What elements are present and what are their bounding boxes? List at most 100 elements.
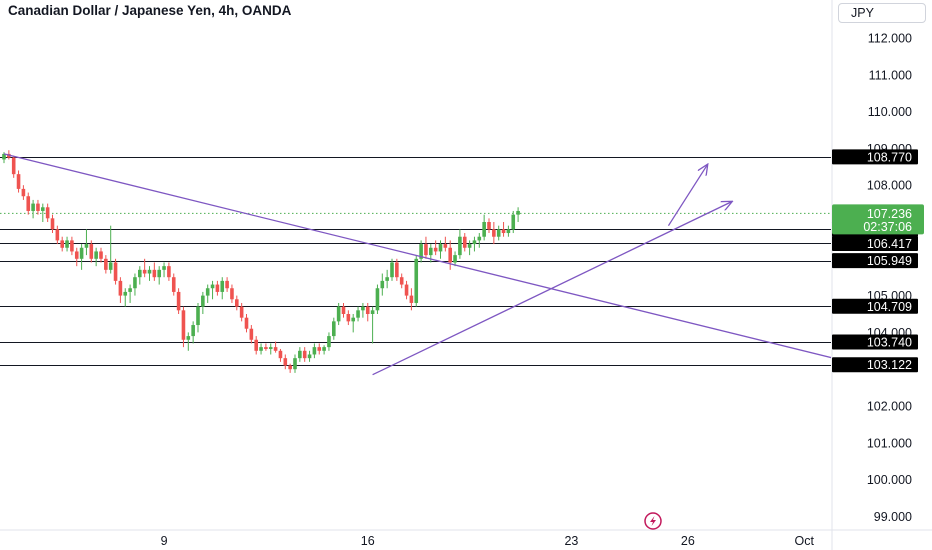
candle-body bbox=[55, 229, 60, 241]
candle-body bbox=[244, 317, 249, 329]
candle-body bbox=[395, 262, 399, 278]
y-tick-label: 101.000 bbox=[867, 436, 912, 450]
x-tick-label: Oct bbox=[795, 534, 815, 548]
candle-body bbox=[167, 266, 171, 278]
candle-body bbox=[157, 269, 161, 278]
candle-body bbox=[113, 262, 118, 281]
candle-body bbox=[429, 247, 433, 256]
candle-body bbox=[79, 247, 84, 259]
candle-body bbox=[147, 269, 152, 274]
candle-body bbox=[356, 310, 360, 318]
candle-body bbox=[142, 269, 147, 274]
current-price-tag bbox=[832, 204, 924, 235]
candle-body bbox=[215, 284, 220, 292]
level-price-tag bbox=[832, 253, 918, 269]
current-price-label: 107.236 bbox=[867, 207, 912, 221]
candle-body bbox=[419, 244, 423, 259]
candle-body bbox=[220, 280, 225, 292]
candle-body bbox=[278, 350, 283, 359]
lightning-logo-icon bbox=[644, 512, 662, 530]
candle-body bbox=[361, 306, 365, 311]
level-price-tag bbox=[832, 149, 918, 165]
candle-body bbox=[205, 288, 210, 296]
candle-body bbox=[249, 328, 254, 340]
level-price-label: 106.417 bbox=[867, 237, 912, 251]
candle-body bbox=[133, 277, 137, 289]
candle-body bbox=[36, 203, 40, 211]
candle-body bbox=[365, 306, 370, 314]
candle-body bbox=[99, 251, 103, 259]
candle-body bbox=[171, 277, 176, 292]
candle-body bbox=[327, 336, 331, 348]
level-price-label: 105.949 bbox=[867, 254, 912, 268]
candle-body bbox=[293, 358, 297, 370]
candle-body bbox=[60, 240, 64, 248]
candle-body bbox=[492, 229, 496, 237]
x-tick-label: 26 bbox=[681, 534, 695, 548]
projection-arrow bbox=[372, 202, 732, 376]
candle-body bbox=[467, 244, 472, 248]
candle-body bbox=[448, 247, 452, 263]
candle-body bbox=[45, 207, 50, 219]
candle-body bbox=[70, 240, 74, 252]
candle-body bbox=[516, 210, 520, 215]
candle-body bbox=[501, 229, 506, 234]
candle-body bbox=[181, 310, 186, 340]
level-price-label: 108.770 bbox=[867, 150, 912, 164]
candle-body bbox=[94, 251, 98, 259]
y-tick-label: 102.000 bbox=[867, 400, 912, 414]
candle-body bbox=[482, 222, 486, 237]
candle-body bbox=[433, 247, 438, 252]
candle-body bbox=[11, 157, 16, 175]
candle-body bbox=[118, 280, 123, 296]
candle-body bbox=[138, 269, 142, 278]
candle-body bbox=[123, 291, 128, 296]
candle-body bbox=[235, 299, 239, 307]
candle-body bbox=[511, 214, 516, 230]
x-tick-label: 16 bbox=[361, 534, 375, 548]
candle-body bbox=[31, 203, 35, 211]
candle-body bbox=[89, 244, 94, 259]
candle-body bbox=[108, 262, 113, 270]
candle-body bbox=[351, 317, 355, 322]
candle-body bbox=[225, 280, 229, 289]
candle-body bbox=[302, 350, 307, 359]
candle-body bbox=[230, 288, 234, 300]
candle-body bbox=[336, 306, 341, 322]
candle-body bbox=[210, 284, 215, 289]
level-price-label: 103.122 bbox=[867, 358, 912, 372]
candle-body bbox=[312, 347, 317, 355]
chart-title: Canadian Dollar / Japanese Yen, 4h, OAND… bbox=[8, 3, 292, 18]
candle-body bbox=[201, 295, 205, 307]
candle-body bbox=[385, 277, 389, 281]
candle-body bbox=[375, 288, 380, 311]
x-tick-label: 9 bbox=[161, 534, 168, 548]
candle-body bbox=[322, 347, 326, 351]
candle-body bbox=[370, 310, 375, 314]
candle-body bbox=[506, 229, 511, 234]
candle-body bbox=[462, 236, 467, 248]
candle-body bbox=[283, 358, 288, 366]
candle-body bbox=[186, 336, 191, 340]
y-tick-label: 108.000 bbox=[867, 179, 912, 193]
candle-body bbox=[196, 306, 200, 326]
candle-body bbox=[268, 347, 273, 349]
candle-body bbox=[152, 269, 157, 278]
candle-body bbox=[409, 295, 414, 303]
candle-body bbox=[341, 306, 346, 314]
plot-area bbox=[0, 150, 831, 376]
candle-body bbox=[487, 222, 491, 230]
candle-body bbox=[16, 174, 21, 189]
candle-body bbox=[390, 262, 394, 278]
candle-body bbox=[477, 236, 482, 241]
candle-body bbox=[414, 258, 419, 303]
level-price-tag bbox=[832, 235, 918, 251]
candle-body bbox=[443, 244, 448, 248]
trendline bbox=[3, 153, 831, 359]
candle-body bbox=[453, 255, 457, 263]
candle-body bbox=[264, 347, 268, 349]
currency-selector[interactable]: JPY bbox=[838, 3, 926, 23]
candle-body bbox=[191, 325, 195, 337]
y-tick-label: 112.000 bbox=[868, 32, 912, 46]
